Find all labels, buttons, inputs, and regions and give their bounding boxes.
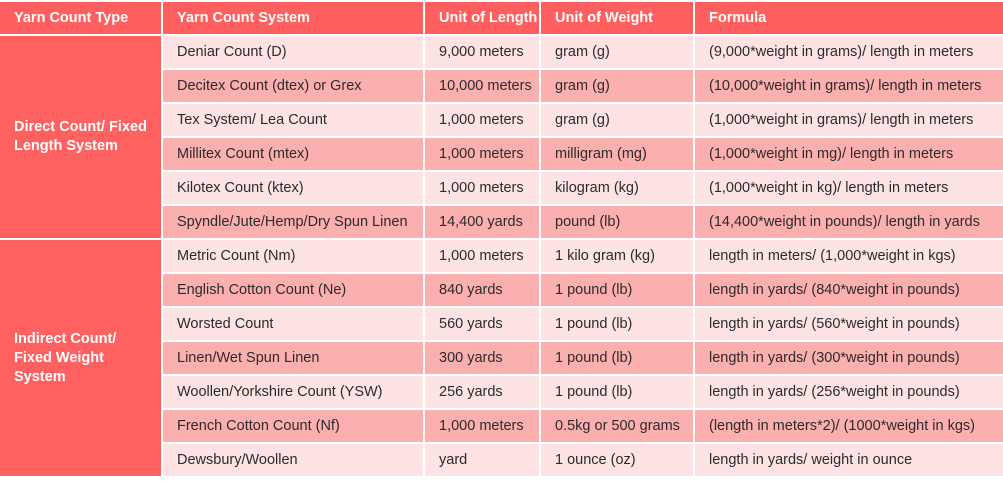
table-row: Worsted Count 560 yards 1 pound (lb) length… [0,306,1003,342]
unit-of-length-cell: 256 yards [423,374,541,410]
yarn-count-type-cell: Indirect Count/ Fixed Weight System [0,238,163,478]
table-row: Dewsbury/Woollen yard 1 ounce (oz) length i… [0,442,1003,478]
formula-cell: length in yards/ (840*weight in pounds) [693,272,1003,308]
formula-cell: length in yards/ weight in ounce [693,442,1003,478]
formula-cell: length in yards/ (300*weight in pounds) [693,340,1003,376]
formula-cell: (14,400*weight in pounds)/ length in yar… [693,204,1003,240]
yarn-count-system-cell: Decitex Count (dtex) or Grex [162,68,425,104]
formula-cell: length in yards/ (256*weight in pounds) [693,374,1003,410]
unit-of-length-cell: 1,000 meters [423,408,541,444]
unit-of-length-cell: 560 yards [423,306,541,342]
table-row: Indirect Count/ Fixed Weight System Metri… [0,238,1003,478]
unit-of-length-cell: 14,400 yards [423,204,541,240]
yarn-count-system-cell: French Cotton Count (Nf) [162,408,425,444]
yarn-count-system-cell: Linen/Wet Spun Linen [162,340,425,376]
unit-of-weight-cell: 1 pound (lb) [539,340,695,376]
unit-of-weight-cell: gram (g) [539,102,695,138]
table-row: Millitex Count (mtex) 1,000 meters milligr… [0,136,1003,172]
table-row: Direct Count/ Fixed Length System Deniar … [0,34,1003,240]
yarn-count-system-cell: Worsted Count [162,306,425,342]
unit-of-length-cell: yard [423,442,541,478]
table-row: Linen/Wet Spun Linen 300 yards 1 pound (lb… [0,340,1003,376]
header-formula: Formula [693,0,1003,36]
table-row: Kilotex Count (ktex) 1,000 meters kilogram… [0,170,1003,206]
yarn-count-system-cell: English Cotton Count (Ne) [162,272,425,308]
yarn-count-system-cell: Deniar Count (D) [161,34,425,70]
formula-cell: (1,000*weight in grams)/ length in meter… [693,102,1003,138]
formula-cell: length in yards/ (560*weight in pounds) [693,306,1003,342]
unit-of-weight-cell: milligram (mg) [539,136,695,172]
yarn-count-system-cell: Metric Count (Nm) [161,238,425,274]
yarn-count-system-cell: Tex System/ Lea Count [162,102,425,138]
unit-of-length-cell: 840 yards [423,272,541,308]
unit-of-length-cell: 1,000 meters [423,170,541,206]
table-row: Spyndle/Jute/Hemp/Dry Spun Linen 14,400 y… [0,204,1003,240]
yarn-count-type-cell: Direct Count/ Fixed Length System [0,34,163,240]
unit-of-length-cell: 1,000 meters [423,238,541,274]
formula-cell: (10,000*weight in grams)/ length in mete… [693,68,1003,104]
yarn-count-system-cell: Millitex Count (mtex) [162,136,425,172]
unit-of-weight-cell: 0.5kg or 500 grams [539,408,695,444]
yarn-count-system-cell: Spyndle/Jute/Hemp/Dry Spun Linen [162,204,425,240]
table-row: French Cotton Count (Nf) 1,000 meters 0.5k… [0,408,1003,444]
formula-cell: (1,000*weight in mg)/ length in meters [693,136,1003,172]
header-yarn-count-system: Yarn Count System [161,0,425,36]
unit-of-weight-cell: 1 kilo gram (kg) [539,238,695,274]
header-row: Yarn Count Type Yarn Count System Unit o… [0,0,1003,36]
table-row: Tex System/ Lea Count 1,000 meters gram (g… [0,102,1003,138]
yarn-count-system-cell: Dewsbury/Woollen [162,442,425,478]
yarn-count-system-cell: Woollen/Yorkshire Count (YSW) [162,374,425,410]
unit-of-weight-cell: 1 pound (lb) [539,306,695,342]
formula-cell: length in meters/ (1,000*weight in kgs) [693,238,1003,274]
formula-cell: (1,000*weight in kg)/ length in meters [693,170,1003,206]
unit-of-weight-cell: 1 pound (lb) [539,272,695,308]
formula-cell: (9,000*weight in grams)/ length in meter… [693,34,1003,70]
header-unit-of-weight: Unit of Weight [539,0,695,36]
table-body: Direct Count/ Fixed Length System Deniar … [0,34,1003,478]
unit-of-length-cell: 300 yards [423,340,541,376]
unit-of-weight-cell: 1 ounce (oz) [539,442,695,478]
unit-of-length-cell: 10,000 meters [423,68,541,104]
header-yarn-count-type: Yarn Count Type [0,0,163,36]
unit-of-weight-cell: pound (lb) [539,204,695,240]
unit-of-length-cell: 9,000 meters [423,34,541,70]
yarn-count-system-cell: Kilotex Count (ktex) [162,170,425,206]
unit-of-weight-cell: 1 pound (lb) [539,374,695,410]
unit-of-weight-cell: gram (g) [539,68,695,104]
table-row: Woollen/Yorkshire Count (YSW) 256 yards 1 … [0,374,1003,410]
formula-cell: (length in meters*2)/ (1000*weight in kg… [693,408,1003,444]
header-unit-of-length: Unit of Length [423,0,541,36]
unit-of-length-cell: 1,000 meters [423,136,541,172]
unit-of-length-cell: 1,000 meters [423,102,541,138]
unit-of-weight-cell: gram (g) [539,34,695,70]
unit-of-weight-cell: kilogram (kg) [539,170,695,206]
table-row: English Cotton Count (Ne) 840 yards 1 poun… [0,272,1003,308]
yarn-count-table: Yarn Count Type Yarn Count System Unit o… [0,0,1003,478]
table-row: Decitex Count (dtex) or Grex 10,000 meter… [0,68,1003,104]
